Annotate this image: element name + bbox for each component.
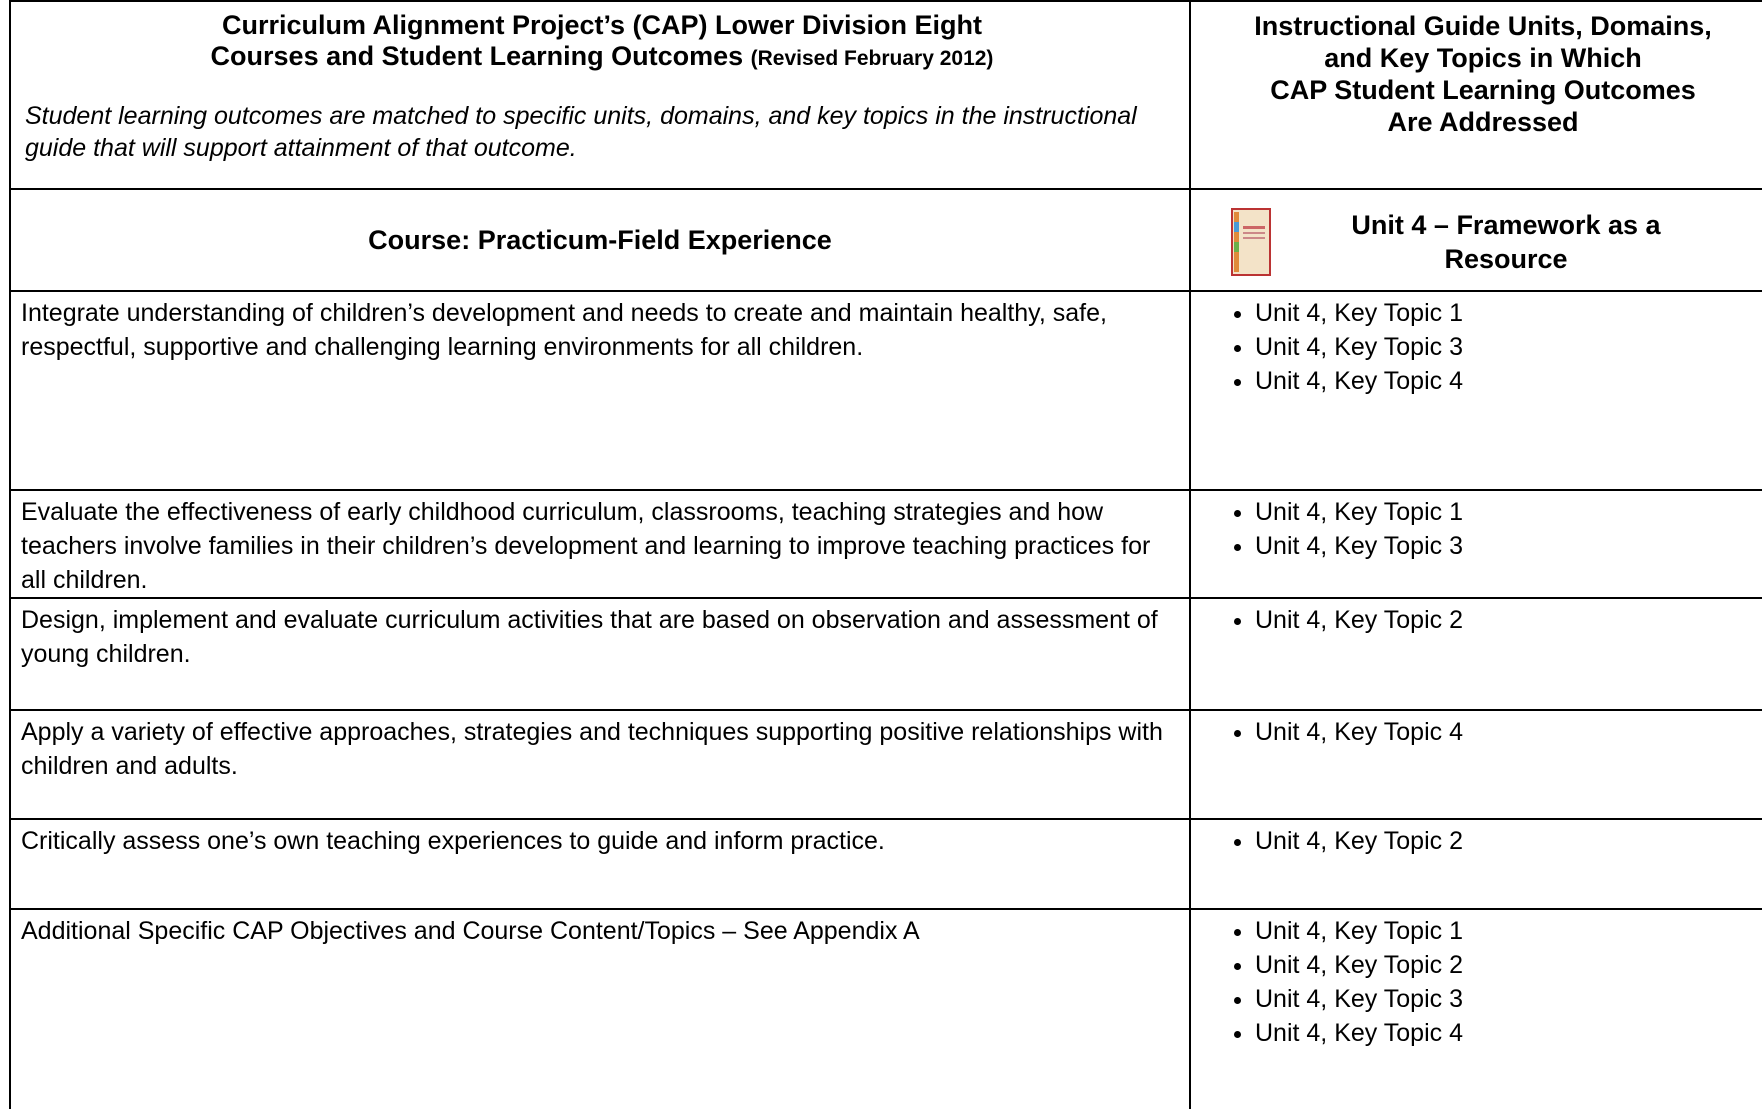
topic-list: Unit 4, Key Topic 2 [1191,824,1762,858]
topic-list: Unit 4, Key Topic 4 [1191,715,1762,749]
title-line: Curriculum Alignment Project’s (CAP) Low… [221,10,983,40]
alignment-table: Curriculum Alignment Project’s (CAP) Low… [9,0,1762,1109]
right-title-line: Are Addressed [1387,107,1579,137]
topic: Unit 4, Key Topic 2 [1255,603,1762,637]
title-line: Courses and Student Learning Outcomes [210,41,744,71]
topic-list: Unit 4, Key Topic 1Unit 4, Key Topic 2Un… [1191,914,1762,1050]
header-row: Curriculum Alignment Project’s (CAP) Low… [9,0,1762,190]
outcome: Integrate understanding of children’s de… [9,290,1191,491]
topic: Unit 4, Key Topic 4 [1255,364,1762,398]
course-name: Course: Practicum-Field Experience [9,188,1191,292]
topic: Unit 4, Key Topic 1 [1255,296,1762,330]
unit-cell: Unit 4 – Framework as a Resource [1189,188,1762,292]
outcome: Apply a variety of effective approaches,… [9,709,1191,820]
topic-list: Unit 4, Key Topic 1Unit 4, Key Topic 3Un… [1191,296,1762,398]
topic: Unit 4, Key Topic 3 [1255,982,1762,1016]
topic: Unit 4, Key Topic 2 [1255,824,1762,858]
topics-cell: Unit 4, Key Topic 2 [1189,818,1762,910]
topic: Unit 4, Key Topic 2 [1255,948,1762,982]
topics-cell: Unit 4, Key Topic 2 [1189,597,1762,711]
outcome: Additional Specific CAP Objectives and C… [9,908,1191,1109]
right-title-line: Instructional Guide Units, Domains, [1254,11,1712,41]
right-title-line: and Key Topics in Which [1324,43,1642,73]
outcome-row: Evaluate the effectiveness of early chil… [9,489,1762,599]
topics-cell: Unit 4, Key Topic 1Unit 4, Key Topic 3 [1189,489,1762,599]
topic-list: Unit 4, Key Topic 1Unit 4, Key Topic 3 [1191,495,1762,563]
outcome: Critically assess one’s own teaching exp… [9,818,1191,910]
outcome-row: Critically assess one’s own teaching exp… [9,818,1762,910]
header-right: Instructional Guide Units, Domains, and … [1189,0,1762,190]
outcome-row: Design, implement and evaluate curriculu… [9,597,1762,711]
topic: Unit 4, Key Topic 4 [1255,715,1762,749]
topic: Unit 4, Key Topic 1 [1255,914,1762,948]
revised-note: (Revised February 2012) [750,47,994,70]
title: Curriculum Alignment Project’s (CAP) Low… [25,10,1179,74]
header-left: Curriculum Alignment Project’s (CAP) Low… [9,0,1191,190]
unit-title: Unit 4 – Framework as a Resource [1351,210,1661,274]
topic: Unit 4, Key Topic 3 [1255,330,1762,364]
outcome: Evaluate the effectiveness of early chil… [9,489,1191,599]
outcome-row: Integrate understanding of children’s de… [9,290,1762,491]
topic: Unit 4, Key Topic 4 [1255,1016,1762,1050]
topic: Unit 4, Key Topic 3 [1255,529,1762,563]
outcome-row: Additional Specific CAP Objectives and C… [9,908,1762,1109]
book-icon [1231,208,1271,276]
subtitle: Student learning outcomes are matched to… [25,102,1137,162]
topic: Unit 4, Key Topic 1 [1255,495,1762,529]
course-row: Course: Practicum-Field Experience Unit … [9,188,1762,292]
topics-cell: Unit 4, Key Topic 4 [1189,709,1762,820]
topic-list: Unit 4, Key Topic 2 [1191,603,1762,637]
outcome-row: Apply a variety of effective approaches,… [9,709,1762,820]
right-title-line: CAP Student Learning Outcomes [1270,75,1696,105]
outcome: Design, implement and evaluate curriculu… [9,597,1191,711]
topics-cell: Unit 4, Key Topic 1Unit 4, Key Topic 2Un… [1189,908,1762,1109]
topics-cell: Unit 4, Key Topic 1Unit 4, Key Topic 3Un… [1189,290,1762,491]
